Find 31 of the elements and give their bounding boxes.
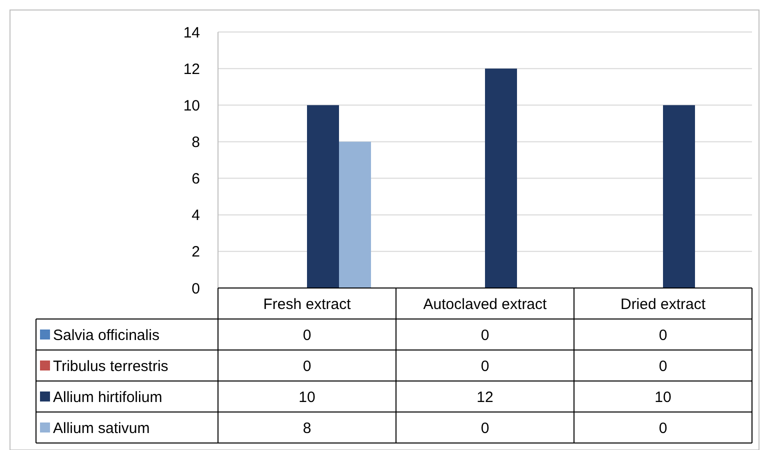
y-tick-label: 8: [192, 134, 200, 151]
data-label: 0: [302, 358, 312, 375]
bar: [339, 142, 371, 288]
legend-label: Salvia officinalis: [53, 326, 160, 344]
legend-label: Allium sativum: [53, 420, 150, 437]
data-label: 0: [480, 420, 490, 437]
data-label: 0: [480, 358, 490, 375]
y-tick-label: 6: [192, 170, 200, 188]
y-tick-label: 10: [183, 97, 200, 114]
data-label: 0: [480, 326, 490, 344]
y-tick-label: 14: [183, 24, 200, 42]
bar: [663, 105, 695, 288]
data-label: 10: [654, 388, 672, 406]
legend-label: Allium hirtifolium: [53, 388, 162, 406]
bar: [485, 68, 517, 288]
bar: [307, 105, 339, 288]
data-label: 8: [302, 420, 312, 437]
data-label: 10: [298, 388, 316, 406]
x-tick-label: Autoclaved extract: [423, 296, 548, 313]
y-tick-label: 4: [192, 207, 200, 224]
x-tick-label: Dried extract: [620, 296, 706, 313]
data-label: 0: [658, 326, 668, 344]
data-label: 0: [658, 358, 668, 375]
data-label: 0: [658, 420, 668, 437]
data-label: 12: [476, 388, 494, 406]
x-tick-label: Fresh extract: [263, 296, 352, 313]
y-tick-label: 2: [192, 244, 200, 261]
y-tick-label: 12: [183, 60, 200, 78]
legend-label: Tribulus terrestris: [53, 358, 168, 375]
data-label: 0: [302, 326, 312, 344]
y-tick-label: 0: [192, 280, 200, 298]
